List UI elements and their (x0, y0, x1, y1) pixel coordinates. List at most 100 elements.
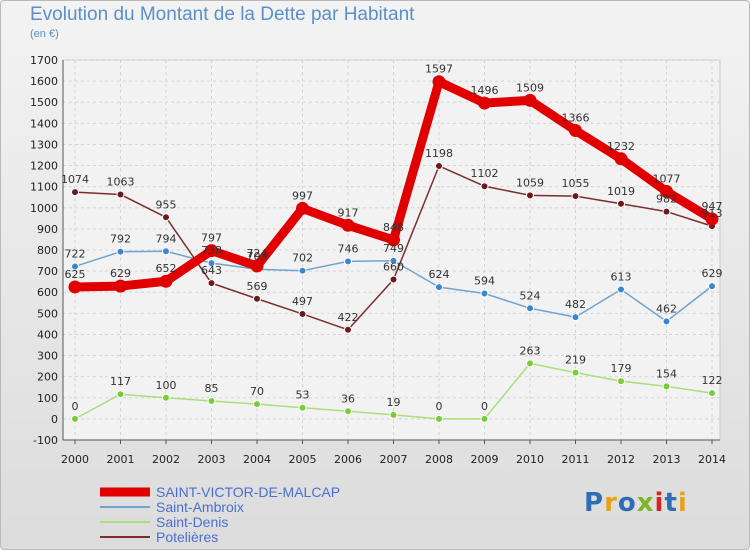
data-point (114, 279, 127, 293)
data-label: 1063 (107, 175, 135, 188)
logo-letter: x (636, 488, 655, 518)
data-point (116, 247, 125, 256)
data-label: 660 (383, 261, 404, 274)
data-point (162, 213, 170, 222)
data-point (344, 325, 352, 334)
data-label: 624 (429, 268, 450, 281)
data-label: 746 (338, 242, 359, 255)
data-label: 629 (110, 267, 131, 280)
data-point (660, 185, 673, 199)
x-tick-label: 2001 (107, 453, 135, 466)
logo-letter: o (617, 488, 637, 518)
data-label: 1366 (562, 112, 590, 125)
y-tick-label: 1400 (30, 117, 58, 130)
data-label: 947 (702, 200, 723, 213)
legend-item-label: Potelières (156, 529, 218, 545)
data-label: 422 (338, 311, 359, 324)
data-label: 0 (481, 400, 488, 413)
data-label: 794 (156, 232, 177, 245)
data-point (614, 152, 628, 166)
data-label: 652 (156, 262, 177, 275)
data-point (207, 259, 216, 268)
x-tick-label: 2003 (198, 453, 226, 466)
x-tick-label: 2014 (698, 453, 726, 466)
data-point (253, 400, 261, 409)
chart-subtitle: (en €) (30, 28, 59, 40)
y-tick-label: 1500 (30, 96, 58, 109)
data-label: 1055 (562, 177, 590, 190)
data-label: 70 (250, 385, 264, 398)
x-tick-label: 2007 (380, 453, 408, 466)
data-point (341, 218, 355, 232)
data-label: 1232 (607, 140, 635, 153)
data-label: 982 (656, 193, 677, 206)
x-tick-label: 2006 (334, 453, 362, 466)
data-point (207, 396, 216, 405)
data-label: 643 (201, 264, 222, 277)
data-label: 594 (474, 274, 495, 287)
data-label: 702 (292, 252, 313, 265)
data-point (662, 382, 671, 391)
data-point (344, 407, 352, 416)
data-point (662, 207, 671, 216)
data-label: 1074 (61, 173, 89, 186)
data-point (617, 285, 625, 294)
data-label: 1102 (471, 167, 499, 180)
data-point (298, 309, 307, 318)
data-point (571, 192, 580, 201)
data-label: 154 (656, 367, 677, 380)
data-point (344, 257, 352, 266)
data-label: 0 (436, 400, 443, 413)
logo-letter: i (654, 488, 665, 518)
data-label: 955 (156, 198, 177, 211)
data-label: 629 (702, 267, 723, 280)
data-label: 738 (201, 244, 222, 257)
y-tick-label: 600 (37, 286, 58, 299)
data-label: 1496 (471, 84, 499, 97)
data-label: 100 (156, 379, 177, 392)
x-tick-label: 2004 (243, 453, 271, 466)
data-point (298, 403, 307, 412)
data-point (387, 233, 400, 247)
data-point (708, 389, 716, 398)
data-point (617, 199, 625, 208)
x-tick-label: 2008 (425, 453, 453, 466)
y-tick-label: 1100 (30, 181, 58, 194)
data-label: 36 (341, 392, 355, 405)
data-point (389, 275, 398, 284)
data-label: 569 (247, 280, 268, 293)
logo-letter: r (604, 488, 618, 518)
data-point (116, 390, 125, 399)
y-tick-label: 0 (51, 413, 58, 426)
data-point (253, 294, 261, 303)
data-point (569, 124, 582, 138)
x-tick-label: 2012 (607, 453, 635, 466)
data-point (296, 201, 309, 215)
data-point (207, 279, 216, 288)
data-point (480, 414, 489, 423)
data-point (71, 188, 79, 197)
y-tick-label: 800 (37, 244, 58, 257)
data-label: 613 (611, 270, 632, 283)
data-point (71, 262, 79, 271)
data-label: 85 (205, 382, 219, 395)
y-tick-label: 1200 (30, 160, 58, 173)
data-point (162, 247, 170, 256)
data-label: 1059 (516, 176, 544, 189)
data-label: 722 (65, 247, 86, 260)
data-point (116, 190, 125, 199)
data-label: 219 (565, 354, 586, 367)
data-label: 1077 (653, 173, 681, 186)
data-label: 53 (296, 389, 310, 402)
chart-title: Evolution du Montant de la Dette par Hab… (30, 4, 415, 25)
data-point (205, 244, 218, 258)
data-label: 913 (702, 207, 723, 220)
data-label: 797 (201, 232, 222, 245)
data-point (159, 274, 173, 288)
y-tick-label: 200 (37, 371, 58, 384)
data-point (478, 96, 491, 110)
x-tick-label: 2013 (653, 453, 681, 466)
data-label: 524 (520, 289, 541, 302)
data-point (708, 282, 716, 291)
y-tick-label: -100 (33, 434, 58, 447)
